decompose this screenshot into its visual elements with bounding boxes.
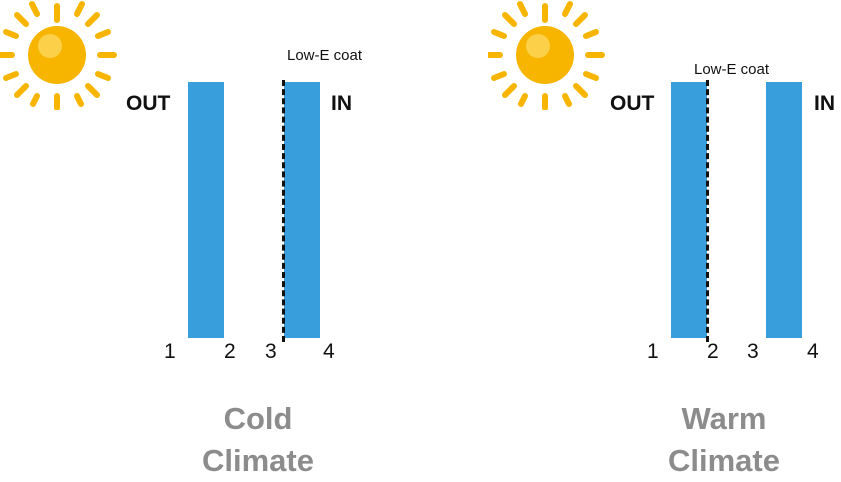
surface-number-4: 4 xyxy=(323,340,335,363)
surface-number-4: 4 xyxy=(807,340,819,363)
sun-icon xyxy=(488,1,605,110)
surface-number-3: 3 xyxy=(265,340,277,363)
surface-number-3: 3 xyxy=(747,340,759,363)
surface-number-1: 1 xyxy=(647,340,659,363)
low-e-coat-label: Low-E coat xyxy=(287,47,363,64)
climate-title: Cold Climate xyxy=(158,398,358,482)
climate-title-line2: Climate xyxy=(202,443,314,478)
in-label: IN xyxy=(331,92,352,115)
low-e-coat-label: Low-E coat xyxy=(694,61,770,78)
climate-title-line2: Climate xyxy=(668,443,780,478)
climate-title-line1: Warm xyxy=(681,401,767,436)
surface-number-1: 1 xyxy=(164,340,176,363)
in-label: IN xyxy=(814,92,835,115)
low-e-coat-line xyxy=(282,80,285,342)
surface-number-2: 2 xyxy=(224,340,236,363)
surface-number-2: 2 xyxy=(707,340,719,363)
inner-glass-pane xyxy=(766,82,802,338)
outer-glass-pane xyxy=(671,82,707,338)
outer-glass-pane xyxy=(188,82,224,338)
cold-climate-panel: OUT IN Low-E coat 1 2 3 4 Cold Climate xyxy=(0,0,420,478)
climate-title-line1: Cold xyxy=(223,401,293,436)
climate-title: Warm Climate xyxy=(624,398,824,482)
sun-icon xyxy=(0,1,117,110)
inner-glass-pane xyxy=(284,82,320,338)
low-e-coat-line xyxy=(706,80,709,342)
out-label: OUT xyxy=(126,92,171,115)
warm-climate-panel: OUT IN Low-E coat 1 2 3 4 Warm Climate xyxy=(480,0,841,478)
out-label: OUT xyxy=(610,92,655,115)
